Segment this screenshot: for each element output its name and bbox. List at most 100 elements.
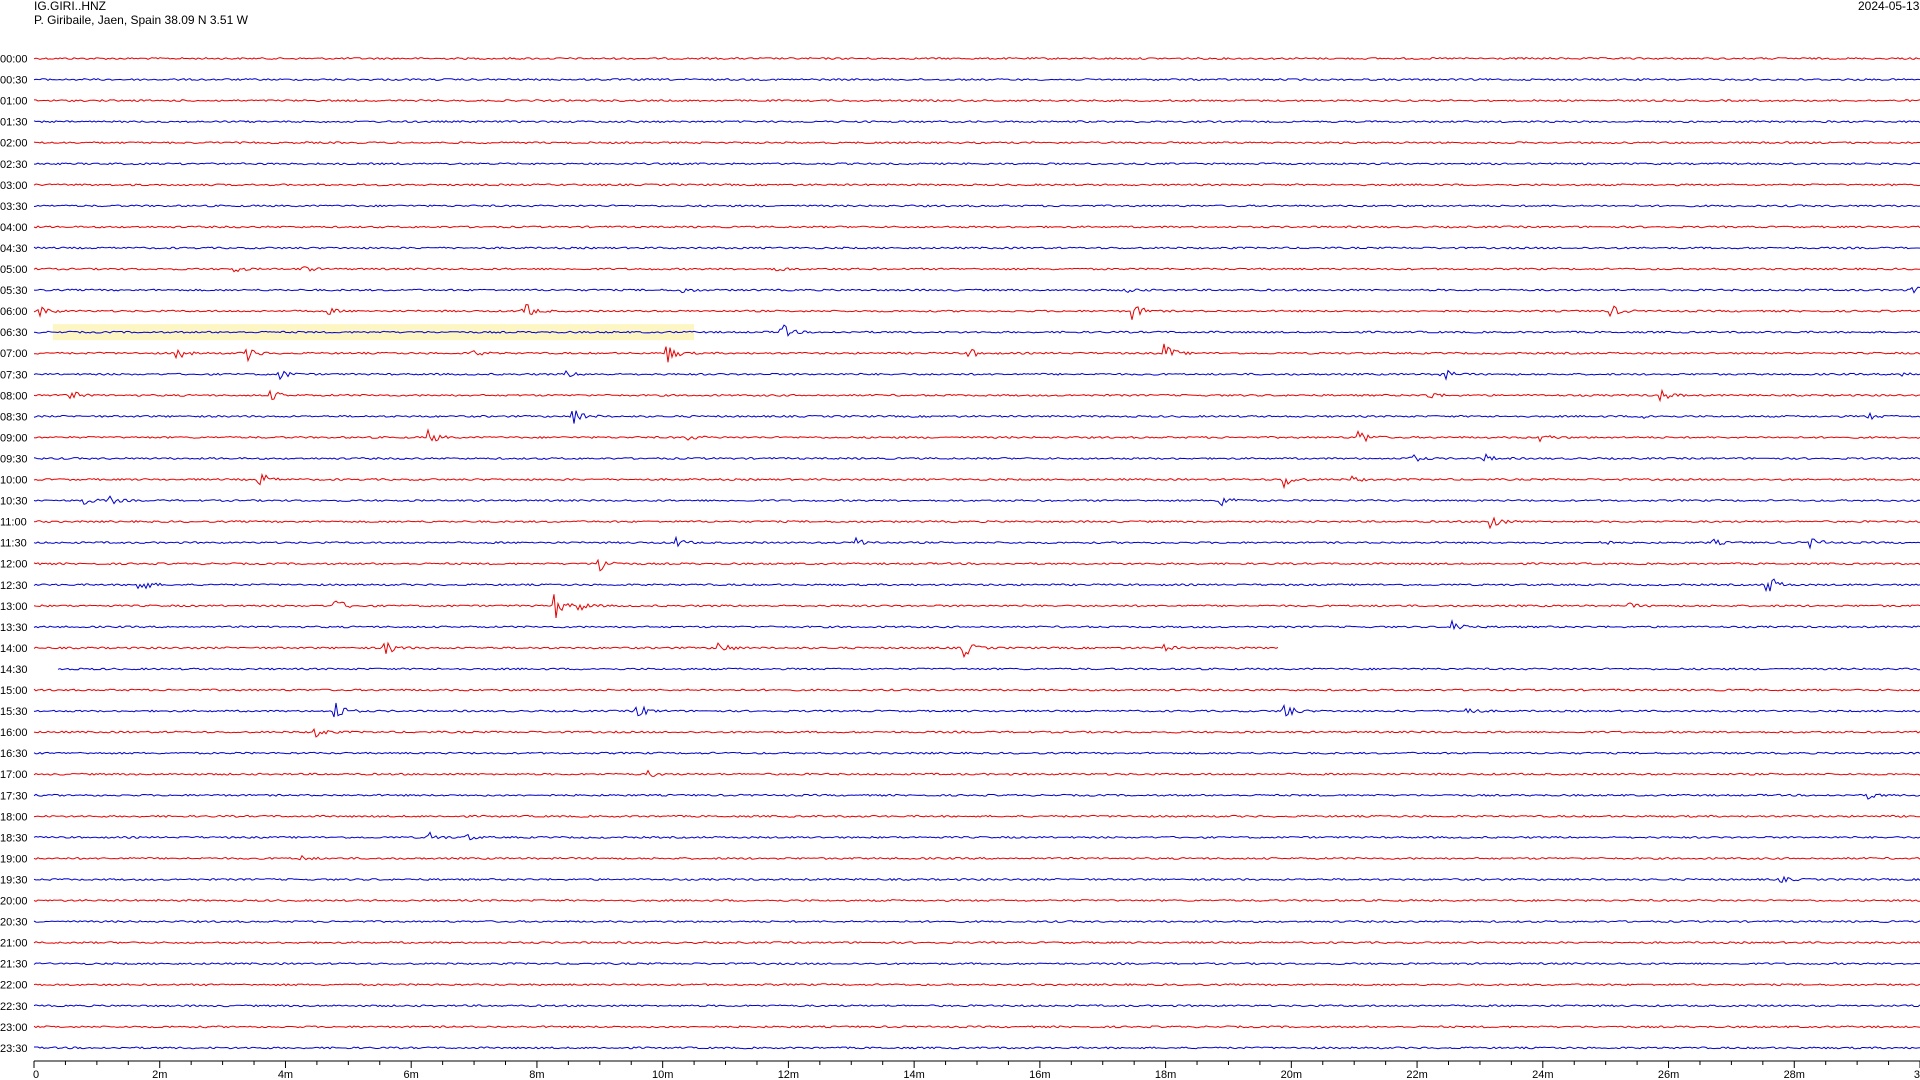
row-label: 00:30 — [0, 75, 28, 87]
trace-row — [34, 99, 1920, 103]
station-location: P. Giribaile, Jaen, Spain 38.09 N 3.51 W — [34, 13, 248, 27]
row-label: 06:30 — [0, 327, 28, 339]
row-label: 19:30 — [0, 874, 28, 886]
trace-row — [33, 941, 1920, 945]
row-label: 23:30 — [0, 1043, 28, 1055]
trace-row — [33, 78, 1920, 82]
row-label: 18:30 — [0, 832, 28, 844]
row-label: 00:00 — [0, 54, 28, 66]
x-tick-label: 30 — [1914, 1069, 1920, 1080]
row-label: 20:00 — [0, 896, 28, 908]
row-label: 04:30 — [0, 243, 28, 255]
row-label: 11:30 — [0, 538, 27, 550]
trace-row — [34, 343, 1920, 363]
trace-row — [34, 162, 1920, 166]
trace-row — [33, 304, 1920, 320]
trace-row — [33, 1004, 1920, 1008]
row-label: 01:00 — [0, 96, 28, 108]
trace-row — [33, 688, 1920, 692]
trace-row — [33, 495, 1920, 507]
row-label: 07:00 — [0, 348, 28, 360]
trace-row — [33, 578, 1920, 593]
trace-row — [33, 854, 1920, 861]
row-label: 20:30 — [0, 917, 28, 929]
row-label: 09:30 — [0, 453, 28, 465]
trace-row — [33, 428, 1920, 443]
trace-row — [33, 619, 1920, 631]
row-label: 12:00 — [0, 559, 28, 571]
row-label: 02:30 — [0, 159, 28, 171]
row-label: 14:00 — [0, 643, 28, 655]
x-tick-label: 6m — [404, 1069, 419, 1080]
trace-row — [57, 667, 1920, 671]
station-code: IG.GIRI..HNZ — [34, 0, 106, 13]
trace-row — [33, 751, 1920, 755]
row-label: 03:30 — [0, 201, 28, 213]
x-tick-label: 20m — [1281, 1069, 1302, 1080]
trace-row — [33, 875, 1920, 884]
row-label: 06:00 — [0, 306, 28, 318]
x-tick-label: 12m — [778, 1069, 799, 1080]
row-label: 18:00 — [0, 811, 28, 823]
row-label: 22:30 — [0, 1001, 28, 1013]
row-label: 13:00 — [0, 601, 28, 613]
trace-row — [33, 410, 1920, 424]
row-label: 17:30 — [0, 790, 28, 802]
x-tick-label: 22m — [1406, 1069, 1427, 1080]
row-label: 15:30 — [0, 706, 28, 718]
row-label: 21:00 — [0, 938, 28, 950]
x-tick-label: 10m — [652, 1069, 673, 1080]
trace-row — [33, 472, 1920, 490]
row-label: 16:00 — [0, 727, 28, 739]
row-label: 02:00 — [0, 138, 28, 150]
x-tick-label: 0 — [33, 1069, 39, 1080]
row-label: 17:00 — [0, 769, 28, 781]
trace-row — [33, 702, 1920, 718]
trace-row — [33, 962, 1920, 966]
trace-row — [33, 535, 1920, 550]
trace-row — [33, 558, 1920, 572]
row-label: 07:30 — [0, 369, 28, 381]
x-tick-label: 24m — [1532, 1069, 1553, 1080]
trace-row — [33, 183, 1920, 187]
row-label: 08:00 — [0, 390, 28, 402]
x-tick-label: 28m — [1784, 1069, 1805, 1080]
row-label: 11:00 — [0, 517, 27, 529]
row-label: 04:00 — [0, 222, 28, 234]
row-label: 19:00 — [0, 853, 28, 865]
trace-row — [33, 225, 1920, 229]
row-label: 10:30 — [0, 496, 28, 508]
trace-row — [33, 594, 1920, 618]
trace-row — [33, 920, 1920, 924]
row-label: 16:30 — [0, 748, 28, 760]
trace-row — [33, 983, 1920, 987]
trace-row — [33, 369, 1920, 381]
trace-row — [33, 793, 1920, 800]
x-tick-label: 18m — [1155, 1069, 1176, 1080]
trace-row — [33, 453, 1920, 462]
trace-row — [33, 516, 1920, 530]
row-label: 05:00 — [0, 264, 28, 276]
row-label: 14:30 — [0, 664, 28, 676]
row-label: 13:30 — [0, 622, 28, 634]
x-tick-label: 14m — [903, 1069, 924, 1080]
trace-row — [33, 120, 1920, 124]
trace-row — [34, 1046, 1920, 1050]
row-label: 22:00 — [0, 980, 28, 992]
x-tick-label: 26m — [1658, 1069, 1679, 1080]
trace-row — [33, 388, 1920, 403]
trace-row — [33, 728, 1920, 738]
trace-row — [33, 769, 1920, 777]
trace-row — [33, 204, 1920, 208]
trace-row — [33, 56, 1920, 60]
x-tick-label: 4m — [278, 1069, 293, 1080]
row-label: 21:30 — [0, 959, 28, 971]
row-label: 15:00 — [0, 685, 28, 697]
trace-row — [33, 814, 1920, 818]
row-label: 10:00 — [0, 475, 28, 487]
x-tick-label: 2m — [152, 1069, 167, 1080]
plot-date: 2024-05-13 — [1858, 0, 1920, 13]
row-label: 09:00 — [0, 432, 28, 444]
trace-row — [33, 831, 1920, 841]
